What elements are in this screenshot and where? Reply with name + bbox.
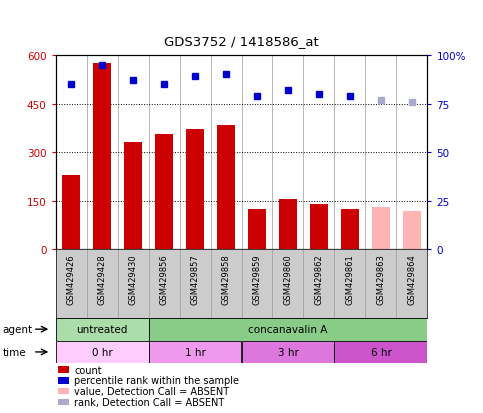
Bar — [62, 176, 80, 250]
Bar — [149, 318, 427, 341]
Text: time: time — [2, 347, 26, 357]
Bar — [242, 341, 334, 363]
Text: GSM429426: GSM429426 — [67, 253, 75, 304]
Text: GSM429857: GSM429857 — [190, 253, 199, 304]
Bar — [248, 209, 266, 250]
Bar — [334, 341, 427, 363]
Text: GSM429859: GSM429859 — [253, 253, 261, 304]
Text: 3 hr: 3 hr — [278, 347, 298, 357]
Bar — [155, 135, 173, 250]
Text: GSM429863: GSM429863 — [376, 253, 385, 304]
Bar — [93, 64, 112, 250]
Text: GSM429861: GSM429861 — [345, 253, 355, 304]
Bar — [56, 341, 149, 363]
Bar — [217, 125, 235, 250]
Text: agent: agent — [2, 324, 32, 335]
Text: GSM429858: GSM429858 — [222, 253, 230, 304]
Text: rank, Detection Call = ABSENT: rank, Detection Call = ABSENT — [74, 397, 225, 407]
Text: GSM429856: GSM429856 — [159, 253, 169, 304]
Bar — [149, 341, 242, 363]
Bar — [310, 204, 328, 250]
Text: percentile rank within the sample: percentile rank within the sample — [74, 375, 240, 385]
Text: untreated: untreated — [76, 324, 128, 335]
Text: GSM429862: GSM429862 — [314, 253, 324, 304]
Text: count: count — [74, 365, 102, 375]
Bar — [56, 318, 149, 341]
Text: GDS3752 / 1418586_at: GDS3752 / 1418586_at — [164, 35, 319, 48]
Text: 6 hr: 6 hr — [370, 347, 391, 357]
Text: 0 hr: 0 hr — [92, 347, 113, 357]
Text: 1 hr: 1 hr — [185, 347, 205, 357]
Bar — [341, 209, 359, 250]
Text: GSM429428: GSM429428 — [98, 253, 107, 304]
Bar — [372, 208, 390, 250]
Bar — [124, 143, 142, 250]
Text: value, Detection Call = ABSENT: value, Detection Call = ABSENT — [74, 386, 229, 396]
Bar — [186, 130, 204, 250]
Text: concanavalin A: concanavalin A — [248, 324, 327, 335]
Text: GSM429430: GSM429430 — [128, 253, 138, 304]
Bar — [279, 200, 297, 250]
Bar — [403, 211, 421, 250]
Text: GSM429864: GSM429864 — [408, 253, 416, 304]
Text: GSM429860: GSM429860 — [284, 253, 293, 304]
